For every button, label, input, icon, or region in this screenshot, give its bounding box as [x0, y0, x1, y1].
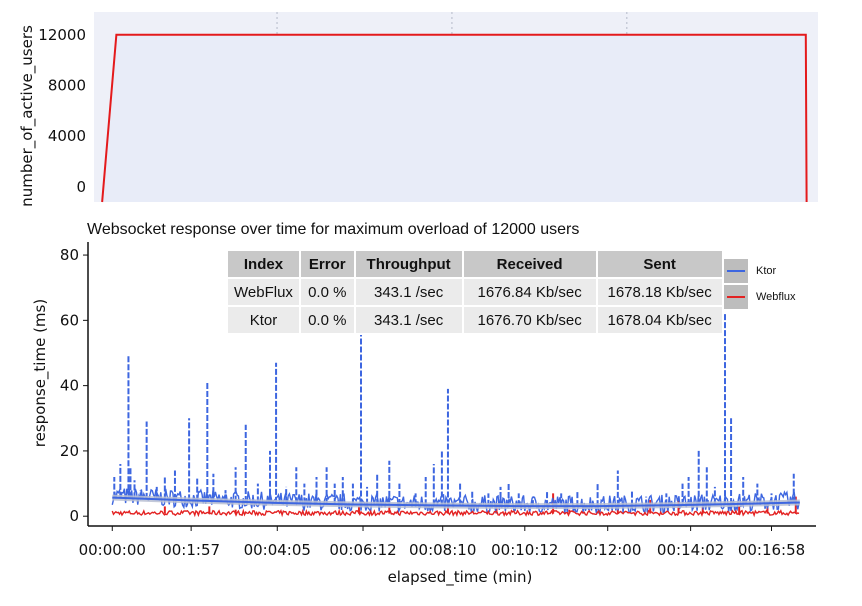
ktor-series-line — [111, 488, 800, 515]
bottom-y-axis-title: response_time (ms) — [31, 299, 50, 447]
table-cell: 0.0 % — [298, 305, 356, 335]
chart-title: Websocket response over time for maximum… — [87, 221, 579, 238]
table-cell: 343.1 /sec — [353, 277, 464, 307]
header-error: Error — [298, 249, 356, 279]
legend-label-webflux: Webflux — [756, 291, 796, 303]
x-tick-label: 00:10:12 — [491, 541, 558, 559]
legend-label-ktor: Ktor — [756, 265, 777, 277]
top-panel: 0 4000 8000 12000 number_of_active_users — [18, 12, 818, 207]
stats-table: Index Error Throughput Received Sent Web… — [226, 249, 724, 335]
x-tick-label: 00:04:05 — [244, 541, 311, 559]
x-axis-title: elapsed_time (min) — [388, 568, 533, 587]
table-header-row: Index Error Throughput Received Sent — [226, 249, 724, 279]
table-row: Ktor 0.0 % 343.1 /sec 1676.70 Kb/sec 167… — [226, 305, 724, 335]
legend-item-webflux: Webflux — [724, 284, 796, 310]
x-tick-label: 00:06:12 — [329, 541, 396, 559]
y-tick-label: 0 — [69, 507, 79, 525]
table-cell: 1678.04 Kb/sec — [595, 305, 724, 335]
table-cell: 343.1 /sec — [353, 305, 464, 335]
header-sent: Sent — [595, 249, 724, 279]
x-tick-label: 00:1:57 — [162, 541, 220, 559]
y-tick-label: 40 — [60, 377, 79, 395]
top-y-tick-label: 4000 — [48, 127, 86, 145]
table-cell: 1678.18 Kb/sec — [595, 277, 724, 307]
legend-item-ktor: Ktor — [724, 258, 796, 284]
table-cell: WebFlux — [226, 277, 301, 307]
header-index: Index — [226, 249, 301, 279]
table-cell: 0.0 % — [298, 277, 356, 307]
top-y-tick-label: 12000 — [38, 26, 86, 44]
x-tick-label: 00:16:58 — [738, 541, 805, 559]
active-users-area — [102, 34, 807, 202]
active-users-line — [101, 33, 808, 203]
table-cell: 1676.84 Kb/sec — [461, 277, 598, 307]
table-row: WebFlux 0.0 % 343.1 /sec 1676.84 Kb/sec … — [226, 277, 724, 307]
y-tick-label: 80 — [60, 246, 79, 264]
top-y-tick-label: 8000 — [48, 76, 86, 94]
table-cell: 1676.70 Kb/sec — [461, 305, 598, 335]
x-tick-label: 00:08:10 — [409, 541, 476, 559]
legend: Ktor Webflux — [724, 258, 796, 310]
bottom-panel: Websocket response over time for maximum… — [31, 221, 816, 587]
header-received: Received — [461, 249, 598, 279]
webflux-series-line — [111, 508, 800, 518]
header-throughput: Throughput — [353, 249, 464, 279]
legend-key-webflux — [724, 285, 748, 309]
table-cell: Ktor — [226, 305, 301, 335]
top-y-tick-label: 0 — [76, 178, 86, 196]
x-tick-label: 00:00:00 — [79, 541, 146, 559]
y-tick-label: 60 — [60, 311, 79, 329]
legend-key-ktor — [724, 259, 748, 283]
top-y-axis-title: number_of_active_users — [18, 25, 37, 207]
ktor-trend-line — [112, 496, 800, 508]
y-tick-label: 20 — [60, 442, 79, 460]
x-tick-label: 00:12:00 — [574, 541, 641, 559]
x-tick-label: 00:14:02 — [657, 541, 724, 559]
